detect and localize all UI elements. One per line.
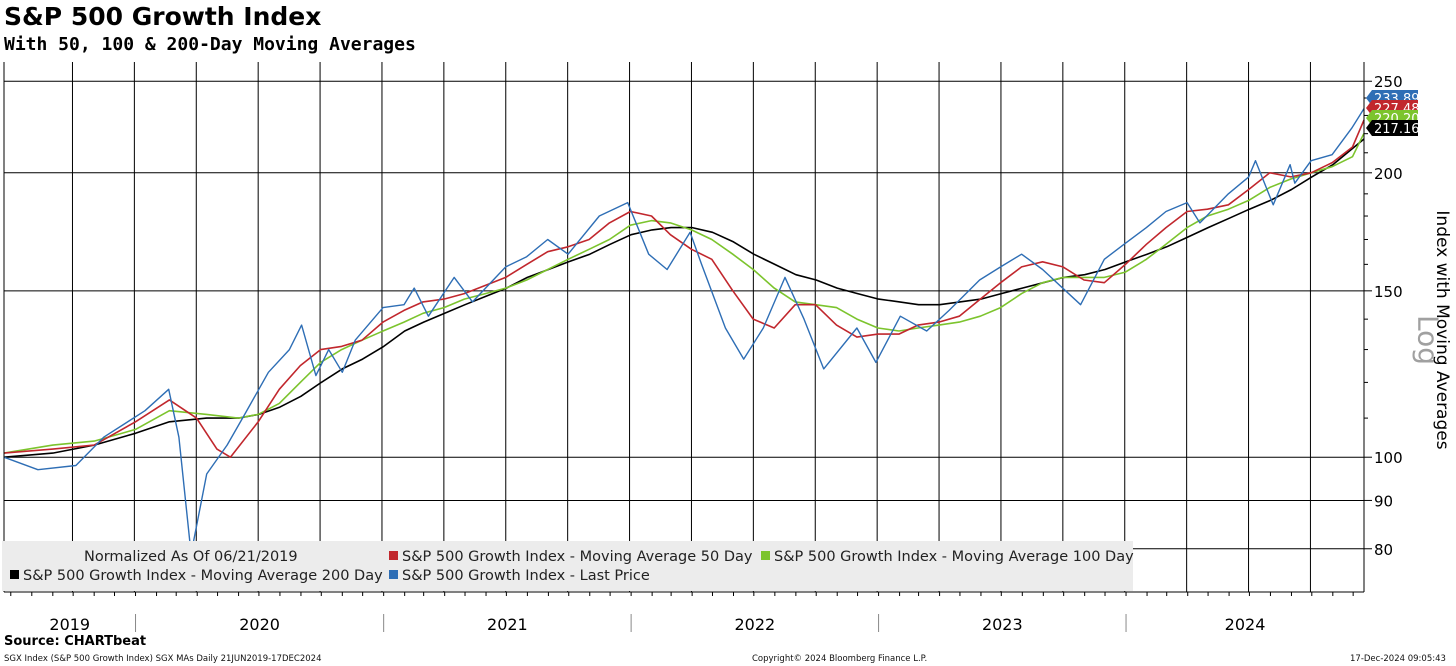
last-value-tag-ma200: 217.16 — [1366, 120, 1420, 137]
footer-left: SGX Index (S&P 500 Growth Index) SGX MAs… — [4, 654, 322, 664]
x-tick-label: 2021 — [487, 615, 528, 634]
legend-label-ma200: S&P 500 Growth Index - Moving Average 20… — [23, 568, 383, 584]
legend-normalized-note: Normalized As Of 06/21/2019 — [84, 548, 298, 566]
legend-swatch-ma200 — [10, 570, 19, 579]
legend-label-ma100: S&P 500 Growth Index - Moving Average 10… — [774, 549, 1134, 565]
y-tick-label: 90 — [1374, 492, 1393, 510]
x-tick-label: 2020 — [239, 615, 280, 634]
legend-swatch-last-price — [389, 570, 398, 579]
legend: Normalized As Of 06/21/2019 S&P 500 Grow… — [2, 541, 1134, 591]
x-tick-label: 2022 — [734, 615, 775, 634]
x-tick-label: 2024 — [1225, 615, 1266, 634]
series-line-ma200 — [3, 138, 1365, 458]
series-layer — [3, 108, 1365, 555]
y-tick-label: 80 — [1374, 541, 1393, 559]
last-value-tag-text: 217.16 — [1374, 122, 1420, 137]
y-scale-label: Log — [1408, 290, 1448, 390]
series-line-last-price — [3, 108, 1365, 555]
y-tick-label: 200 — [1374, 165, 1403, 183]
legend-item-ma50: S&P 500 Growth Index - Moving Average 50… — [389, 548, 752, 566]
legend-item-ma100: S&P 500 Growth Index - Moving Average 10… — [761, 548, 1134, 566]
axes: 80 90 100 150 200 250 2019 2020 2021 2022 2023 2024 — [3, 62, 1403, 634]
series-line-ma50 — [3, 119, 1365, 458]
legend-item-last-price: S&P 500 Growth Index - Last Price — [389, 567, 650, 585]
footer-right: 17-Dec-2024 09:05:43 — [1350, 654, 1446, 664]
legend-normalized-text: Normalized As Of 06/21/2019 — [84, 549, 298, 565]
y-scale-label-text: Log — [1411, 314, 1445, 366]
y-tick-label: 250 — [1374, 73, 1403, 91]
chart-subtitle: With 50, 100 & 200-Day Moving Averages — [4, 34, 416, 55]
y-tick-label: 150 — [1374, 283, 1403, 301]
legend-label-ma50: S&P 500 Growth Index - Moving Average 50… — [402, 549, 753, 565]
x-tick-label: 2019 — [49, 615, 90, 634]
x-tick-label: 2023 — [982, 615, 1023, 634]
legend-item-ma200: S&P 500 Growth Index - Moving Average 20… — [10, 567, 383, 585]
source-note: Source: CHARTbeat — [4, 634, 147, 649]
legend-swatch-ma100 — [761, 551, 770, 560]
legend-swatch-ma50 — [389, 551, 398, 560]
chart-title: S&P 500 Growth Index — [4, 2, 322, 31]
footer-center: Copyright© 2024 Bloomberg Finance L.P. — [752, 654, 928, 664]
series-line-ma100 — [3, 132, 1365, 454]
y-tick-label: 100 — [1374, 449, 1403, 467]
last-value-tag-bg — [1366, 120, 1418, 136]
legend-label-last-price: S&P 500 Growth Index - Last Price — [402, 568, 650, 584]
grid — [4, 62, 1364, 592]
